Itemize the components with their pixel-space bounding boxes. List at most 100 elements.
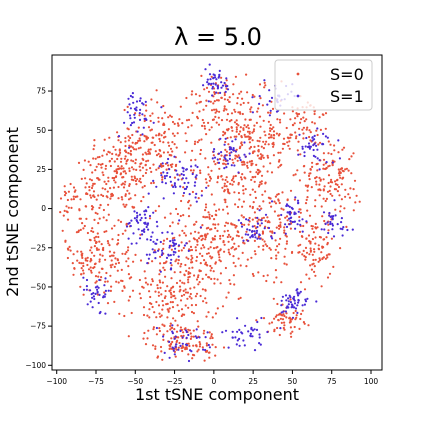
scatter-point bbox=[241, 143, 244, 147]
scatter-point bbox=[130, 276, 133, 279]
scatter-point bbox=[197, 231, 200, 234]
scatter-point bbox=[282, 208, 285, 211]
scatter-point bbox=[196, 350, 199, 353]
scatter-point bbox=[91, 306, 94, 309]
scatter-point bbox=[350, 155, 353, 158]
scatter-point bbox=[296, 169, 299, 172]
scatter-point bbox=[254, 253, 257, 256]
scatter-point bbox=[283, 262, 286, 265]
scatter-point bbox=[138, 213, 142, 216]
scatter-point bbox=[236, 317, 239, 320]
scatter-point bbox=[173, 184, 176, 187]
scatter-point bbox=[337, 139, 340, 142]
scatter-point bbox=[179, 279, 182, 282]
scatter-point bbox=[98, 240, 101, 243]
scatter-point bbox=[291, 207, 294, 210]
scatter-point bbox=[114, 181, 117, 184]
scatter-point bbox=[174, 319, 177, 322]
scatter-point bbox=[266, 154, 269, 157]
scatter-point bbox=[316, 127, 319, 130]
scatter-point bbox=[209, 337, 212, 340]
scatter-point bbox=[204, 157, 207, 160]
scatter-point bbox=[256, 207, 259, 210]
scatter-point bbox=[189, 337, 192, 340]
scatter-point bbox=[120, 165, 123, 168]
scatter-point bbox=[215, 91, 218, 94]
scatter-point bbox=[190, 124, 193, 127]
scatter-point bbox=[296, 311, 299, 314]
scatter-point bbox=[301, 147, 304, 150]
scatter-point bbox=[200, 238, 203, 242]
scatter-point bbox=[155, 333, 158, 336]
scatter-point bbox=[249, 145, 253, 149]
scatter-point bbox=[274, 202, 278, 205]
scatter-point bbox=[199, 169, 202, 172]
scatter-point bbox=[90, 229, 93, 233]
scatter-point bbox=[253, 211, 256, 214]
scatter-point bbox=[135, 183, 138, 186]
scatter-point bbox=[254, 216, 257, 219]
scatter-point bbox=[207, 121, 210, 124]
scatter-point bbox=[179, 185, 182, 188]
scatter-point bbox=[149, 283, 153, 286]
scatter-point bbox=[273, 210, 276, 213]
scatter-point bbox=[141, 233, 144, 236]
scatter-point bbox=[314, 274, 317, 277]
scatter-point bbox=[175, 258, 178, 261]
scatter-point bbox=[169, 147, 173, 150]
scatter-point bbox=[208, 175, 212, 178]
scatter-point bbox=[293, 302, 297, 305]
scatter-point bbox=[297, 244, 300, 247]
scatter-point bbox=[193, 184, 196, 187]
scatter-point bbox=[222, 109, 225, 112]
scatter-point bbox=[168, 246, 171, 249]
scatter-point bbox=[162, 266, 165, 269]
scatter-point bbox=[327, 229, 330, 232]
scatter-point bbox=[123, 108, 126, 112]
scatter-point bbox=[161, 323, 164, 326]
scatter-point bbox=[194, 164, 197, 167]
scatter-point bbox=[255, 328, 259, 331]
scatter-point bbox=[127, 97, 130, 100]
scatter-point bbox=[307, 142, 311, 145]
scatter-point bbox=[101, 154, 104, 157]
scatter-point bbox=[147, 228, 150, 231]
scatter-point bbox=[162, 247, 165, 250]
scatter-point bbox=[283, 328, 286, 331]
scatter-point bbox=[191, 357, 194, 360]
scatter-point bbox=[174, 297, 177, 300]
scatter-point bbox=[90, 293, 93, 296]
scatter-point bbox=[184, 225, 187, 228]
scatter-point bbox=[77, 229, 80, 232]
scatter-point bbox=[131, 146, 134, 149]
scatter-point bbox=[185, 187, 188, 190]
scatter-point bbox=[152, 121, 155, 124]
scatter-point bbox=[289, 189, 293, 192]
scatter-point bbox=[220, 119, 224, 122]
scatter-point bbox=[162, 171, 165, 174]
scatter-point bbox=[237, 245, 240, 248]
scatter-point bbox=[168, 347, 171, 350]
scatter-point bbox=[257, 271, 260, 274]
scatter-point bbox=[120, 196, 123, 199]
scatter-point bbox=[317, 143, 320, 146]
scatter-point bbox=[89, 300, 92, 303]
scatter-point bbox=[260, 174, 264, 177]
scatter-point bbox=[291, 304, 294, 307]
scatter-point bbox=[107, 213, 110, 216]
scatter-point bbox=[312, 144, 315, 147]
scatter-point bbox=[161, 181, 164, 184]
scatter-point bbox=[88, 189, 91, 192]
scatter-point bbox=[217, 152, 221, 155]
scatter-point bbox=[260, 222, 263, 225]
scatter-point bbox=[251, 188, 254, 191]
scatter-point bbox=[85, 285, 88, 288]
scatter-point bbox=[225, 296, 228, 299]
scatter-point bbox=[253, 180, 256, 183]
scatter-point bbox=[243, 141, 246, 144]
scatter-point bbox=[70, 206, 73, 209]
scatter-point bbox=[129, 149, 132, 153]
scatter-point bbox=[262, 248, 265, 251]
scatter-point bbox=[289, 118, 292, 121]
scatter-point bbox=[76, 259, 79, 262]
